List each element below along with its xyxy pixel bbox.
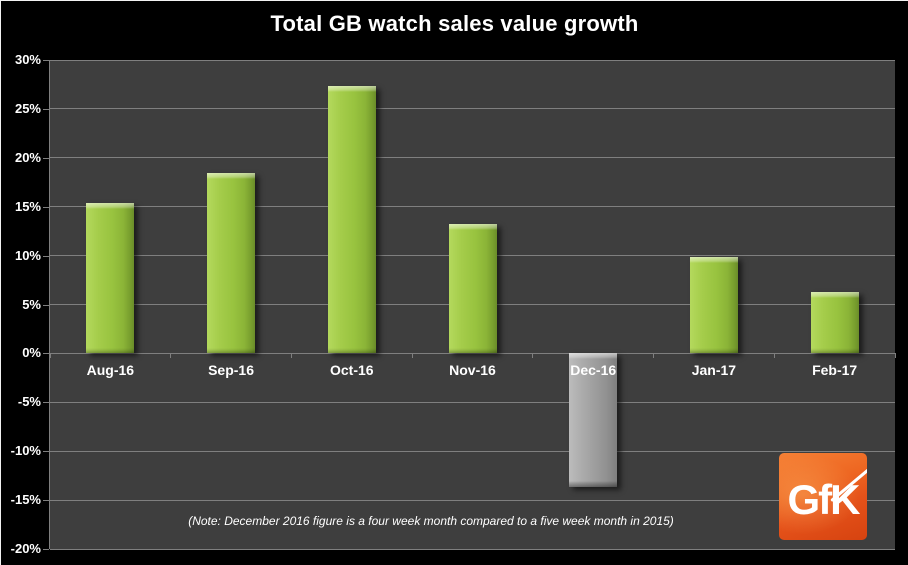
y-axis-tick — [43, 402, 49, 404]
x-axis-label-feb-17: Feb-17 — [812, 362, 858, 379]
x-axis-tick — [170, 353, 172, 359]
y-axis-label-20: 20% — [14, 149, 41, 165]
bar-dec-16 — [569, 353, 618, 488]
y-axis-tick — [43, 108, 49, 110]
y-axis-tick — [43, 206, 49, 208]
bar-sep-16 — [207, 173, 256, 354]
y-axis-label-5: 5% — [22, 296, 41, 312]
y-axis-tick — [43, 451, 49, 453]
y-axis-label-25: 25% — [14, 100, 41, 116]
x-axis-label-dec-16: Dec-16 — [570, 362, 617, 379]
x-axis-tick — [532, 353, 534, 359]
y-axis-tick — [43, 500, 49, 502]
y-axis-label-15: 15% — [14, 198, 41, 214]
gridline--10 — [50, 450, 895, 452]
gridline--15 — [50, 499, 895, 501]
x-axis-label-jan-17: Jan-17 — [691, 362, 737, 379]
x-axis-tick — [49, 353, 51, 359]
y-axis-tick — [43, 255, 49, 257]
x-axis-tick — [773, 353, 775, 359]
gridline-30 — [50, 59, 895, 61]
x-axis-label-oct-16: Oct-16 — [329, 362, 374, 379]
gridline-25 — [50, 108, 895, 110]
y-axis-tick — [43, 60, 49, 61]
gridline-15 — [50, 206, 895, 208]
x-axis-tick — [894, 353, 896, 359]
y-axis-label--5: -5% — [17, 394, 41, 410]
bar-oct-16 — [327, 86, 376, 354]
chart-note: (Note: December 2016 figure is a four we… — [188, 514, 674, 528]
chart-title: Total GB watch sales value growth — [270, 11, 639, 36]
gridline-0 — [50, 352, 895, 354]
y-axis-label--10: -10% — [10, 443, 41, 459]
x-axis-label-aug-16: Aug-16 — [86, 362, 135, 379]
x-axis-tick — [653, 353, 655, 359]
y-axis-label--15: -15% — [10, 492, 41, 508]
gfk-logo: GfK — [779, 453, 867, 540]
bar-jan-17 — [689, 256, 738, 354]
y-axis-label--20: -20% — [10, 541, 41, 556]
y-axis-label-30: 30% — [14, 52, 41, 67]
x-axis-tick — [290, 353, 292, 359]
gridline--20 — [50, 548, 895, 550]
bar-feb-17 — [810, 291, 859, 354]
bar-aug-16 — [86, 202, 135, 354]
x-axis-label-nov-16: Nov-16 — [449, 362, 496, 379]
y-axis-label-10: 10% — [14, 247, 41, 263]
x-axis-tick — [411, 353, 413, 359]
gfk-logo-text: GfK — [787, 476, 861, 523]
gridline-20 — [50, 157, 895, 159]
gridline--5 — [50, 401, 895, 403]
y-axis-tick — [43, 353, 49, 355]
y-axis-tick — [43, 157, 49, 159]
y-axis-label-0: 0% — [22, 345, 41, 361]
x-axis-label-sep-16: Sep-16 — [208, 362, 255, 379]
plot-area: Aug-16 Sep-16 Oct-16 Nov-16 Dec-16 Jan-17 Feb-… — [49, 59, 896, 550]
y-axis-tick — [43, 549, 49, 550]
bar-nov-16 — [448, 224, 497, 354]
y-axis-tick — [43, 304, 49, 306]
